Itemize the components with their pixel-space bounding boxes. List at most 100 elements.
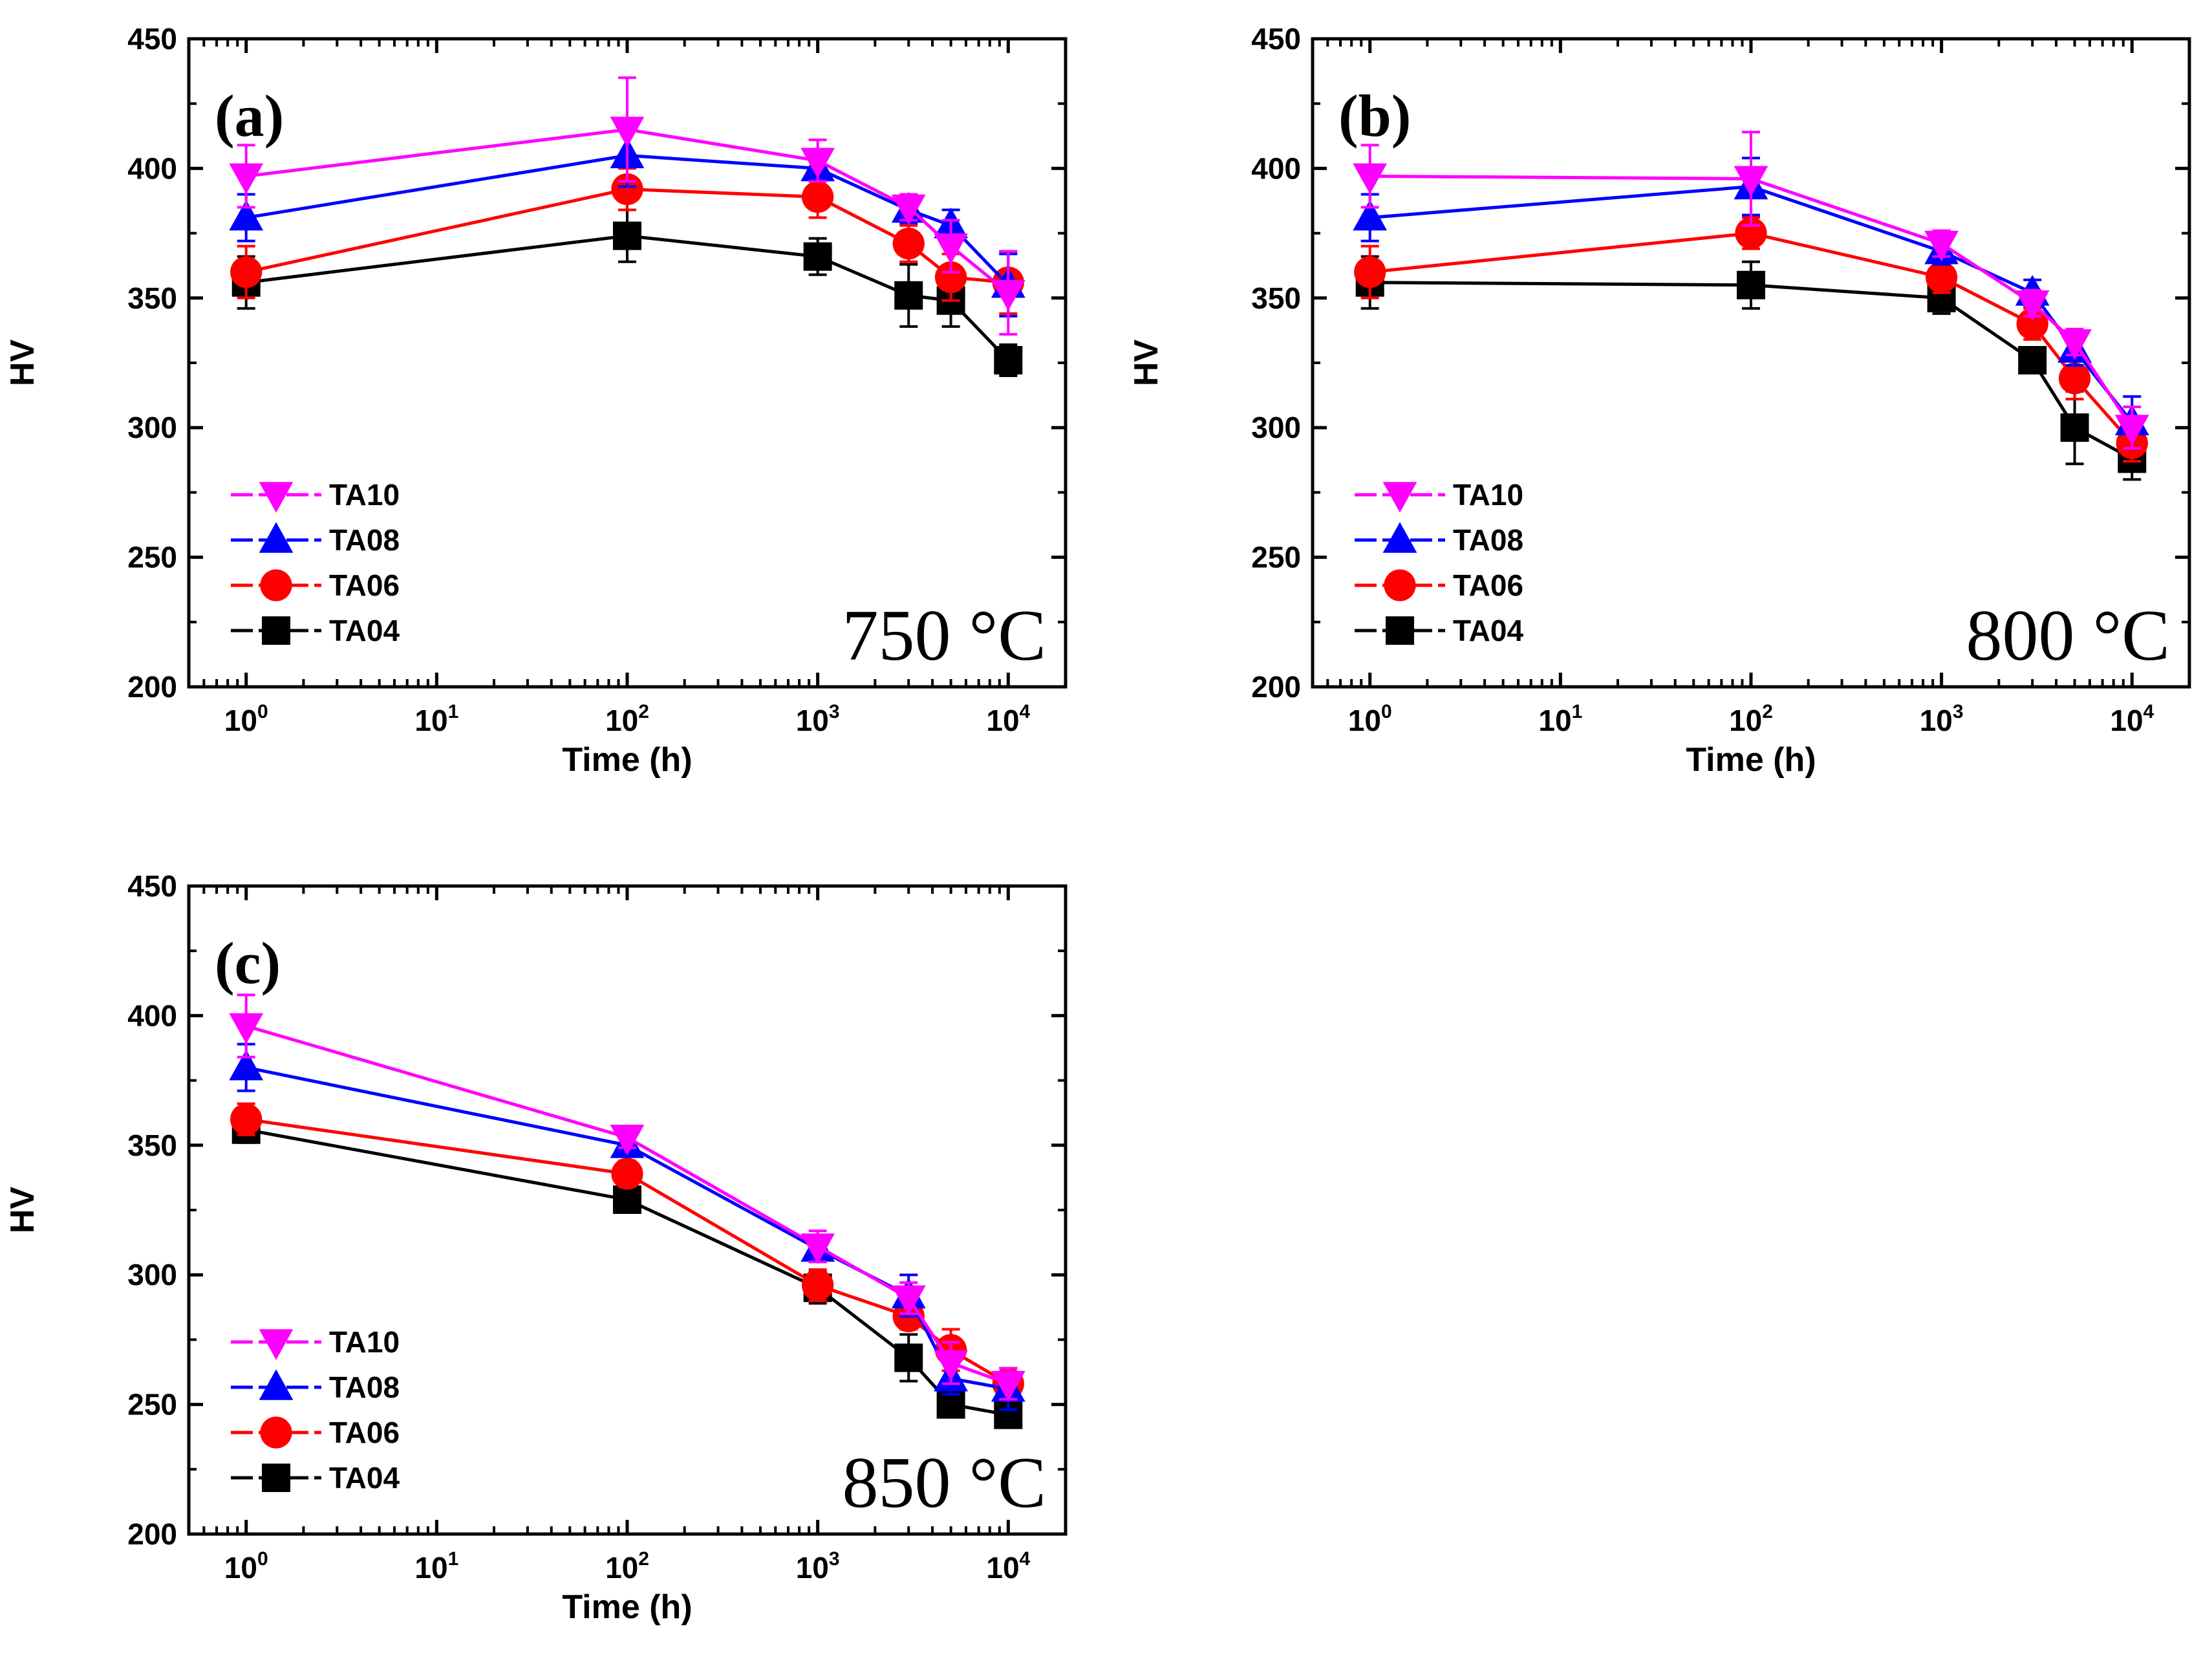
- x-tick-label: 100: [1348, 701, 1392, 737]
- x-tick-label: 104: [986, 1548, 1030, 1585]
- legend-label-ta06: TA06: [1453, 568, 1523, 602]
- legend-label-ta08: TA08: [329, 523, 400, 557]
- data-point: [894, 281, 923, 310]
- y-tick-label: 250: [127, 1388, 177, 1422]
- temperature-label: 850 °C: [843, 1443, 1047, 1523]
- x-tick-label: 103: [796, 701, 840, 737]
- x-tick-label: 104: [2110, 701, 2154, 737]
- data-point: [892, 227, 925, 260]
- data-point: [894, 1343, 923, 1372]
- data-point: [611, 1158, 643, 1190]
- data-point: [1734, 166, 1768, 197]
- legend-label-ta06: TA06: [329, 1416, 400, 1449]
- series-ta10: [1353, 131, 2149, 450]
- legend-marker-ta10: [259, 482, 294, 513]
- y-axis-label: HV: [4, 1187, 41, 1234]
- legend-label-ta04: TA04: [329, 1461, 400, 1495]
- panel-label: (c): [215, 930, 281, 996]
- data-point: [229, 1013, 264, 1044]
- panel-label: (b): [1338, 83, 1411, 149]
- data-point: [891, 194, 926, 226]
- y-tick-label: 300: [127, 411, 177, 444]
- data-point: [991, 1370, 1025, 1402]
- data-point: [229, 163, 264, 195]
- legend: TA10 TA08 TA06 TA04: [231, 1325, 400, 1495]
- y-tick-label: 400: [127, 999, 177, 1032]
- data-point: [229, 1049, 264, 1081]
- legend-label-ta10: TA10: [1453, 478, 1523, 512]
- data-point: [1924, 230, 1959, 262]
- x-tick-label: 102: [605, 1548, 649, 1585]
- y-tick-label: 200: [127, 670, 177, 704]
- legend-marker-ta08: [259, 522, 294, 553]
- legend-marker-ta10: [259, 1329, 294, 1360]
- x-tick-label: 100: [224, 1548, 268, 1585]
- series-line: [246, 127, 1009, 294]
- y-tick-label: 400: [1251, 151, 1301, 185]
- data-point: [800, 1233, 835, 1264]
- series-ta04: [231, 208, 1023, 378]
- data-point: [2114, 415, 2149, 446]
- data-point: [610, 1124, 645, 1156]
- data-point: [934, 261, 967, 294]
- series-ta10: [229, 993, 1025, 1402]
- x-tick-label: 102: [1729, 701, 1773, 737]
- legend-label-ta08: TA08: [1453, 523, 1523, 557]
- legend-marker-ta04: [262, 616, 290, 645]
- y-tick-label: 350: [127, 1129, 177, 1162]
- legend-marker-ta06: [1384, 569, 1416, 601]
- legend-marker-ta08: [1382, 522, 1417, 553]
- series-ta06: [1354, 216, 2148, 463]
- x-tick-label: 102: [605, 701, 649, 737]
- x-axis-label: Time (h): [1686, 741, 1816, 779]
- data-point: [991, 279, 1025, 311]
- data-point: [230, 256, 263, 288]
- series-line: [245, 1024, 1009, 1385]
- legend-label-ta08: TA08: [329, 1370, 400, 1404]
- series-ta04: [1355, 255, 2147, 481]
- data-point: [891, 1285, 926, 1316]
- legend: TA10 TA08 TA06 TA04: [231, 478, 400, 647]
- y-tick-label: 250: [1251, 541, 1301, 574]
- y-tick-label: 400: [127, 151, 177, 185]
- chart-panel-b: 200 250 300 350 400 450 100 101 102 103 104 Time (h…: [1128, 22, 2191, 779]
- x-tick-label: 103: [1920, 701, 1964, 737]
- data-point: [229, 199, 264, 231]
- y-tick-label: 200: [1251, 670, 1301, 704]
- y-tick-label: 450: [127, 869, 177, 903]
- legend-label-ta04: TA04: [329, 614, 400, 647]
- data-point: [1353, 163, 1388, 195]
- x-tick-label: 104: [986, 701, 1030, 737]
- legend-marker-ta10: [1382, 482, 1417, 513]
- data-point: [802, 1269, 834, 1301]
- data-point: [613, 221, 641, 250]
- data-point: [1737, 270, 1765, 299]
- temperature-label: 750 °C: [843, 596, 1047, 676]
- data-point: [802, 180, 834, 213]
- y-tick-label: 350: [127, 281, 177, 315]
- x-axis-label: Time (h): [562, 1588, 692, 1626]
- x-tick-label: 101: [414, 1548, 458, 1585]
- legend-marker-ta06: [260, 1416, 292, 1449]
- legend-marker-ta04: [262, 1464, 290, 1492]
- legend-marker-ta08: [259, 1369, 294, 1400]
- series-ta10: [229, 76, 1025, 336]
- y-tick-label: 300: [1251, 411, 1301, 444]
- x-tick-label: 100: [224, 701, 268, 737]
- x-tick-label: 101: [414, 701, 458, 737]
- x-axis-label: Time (h): [562, 741, 692, 779]
- data-point: [803, 242, 832, 271]
- y-axis-label: HV: [4, 340, 41, 387]
- data-point: [230, 1103, 263, 1136]
- data-point: [934, 1350, 969, 1381]
- data-point: [2057, 329, 2092, 360]
- y-tick-label: 250: [127, 541, 177, 574]
- data-point: [800, 147, 835, 179]
- legend-label-ta10: TA10: [329, 1325, 400, 1359]
- data-point: [1353, 199, 1388, 231]
- y-tick-label: 450: [1251, 22, 1301, 56]
- chart-panel-c: 200 250 300 350 400 450 100 101 102 103 104 Time (h…: [4, 869, 1068, 1626]
- data-point: [613, 1185, 641, 1214]
- data-point: [2060, 413, 2089, 442]
